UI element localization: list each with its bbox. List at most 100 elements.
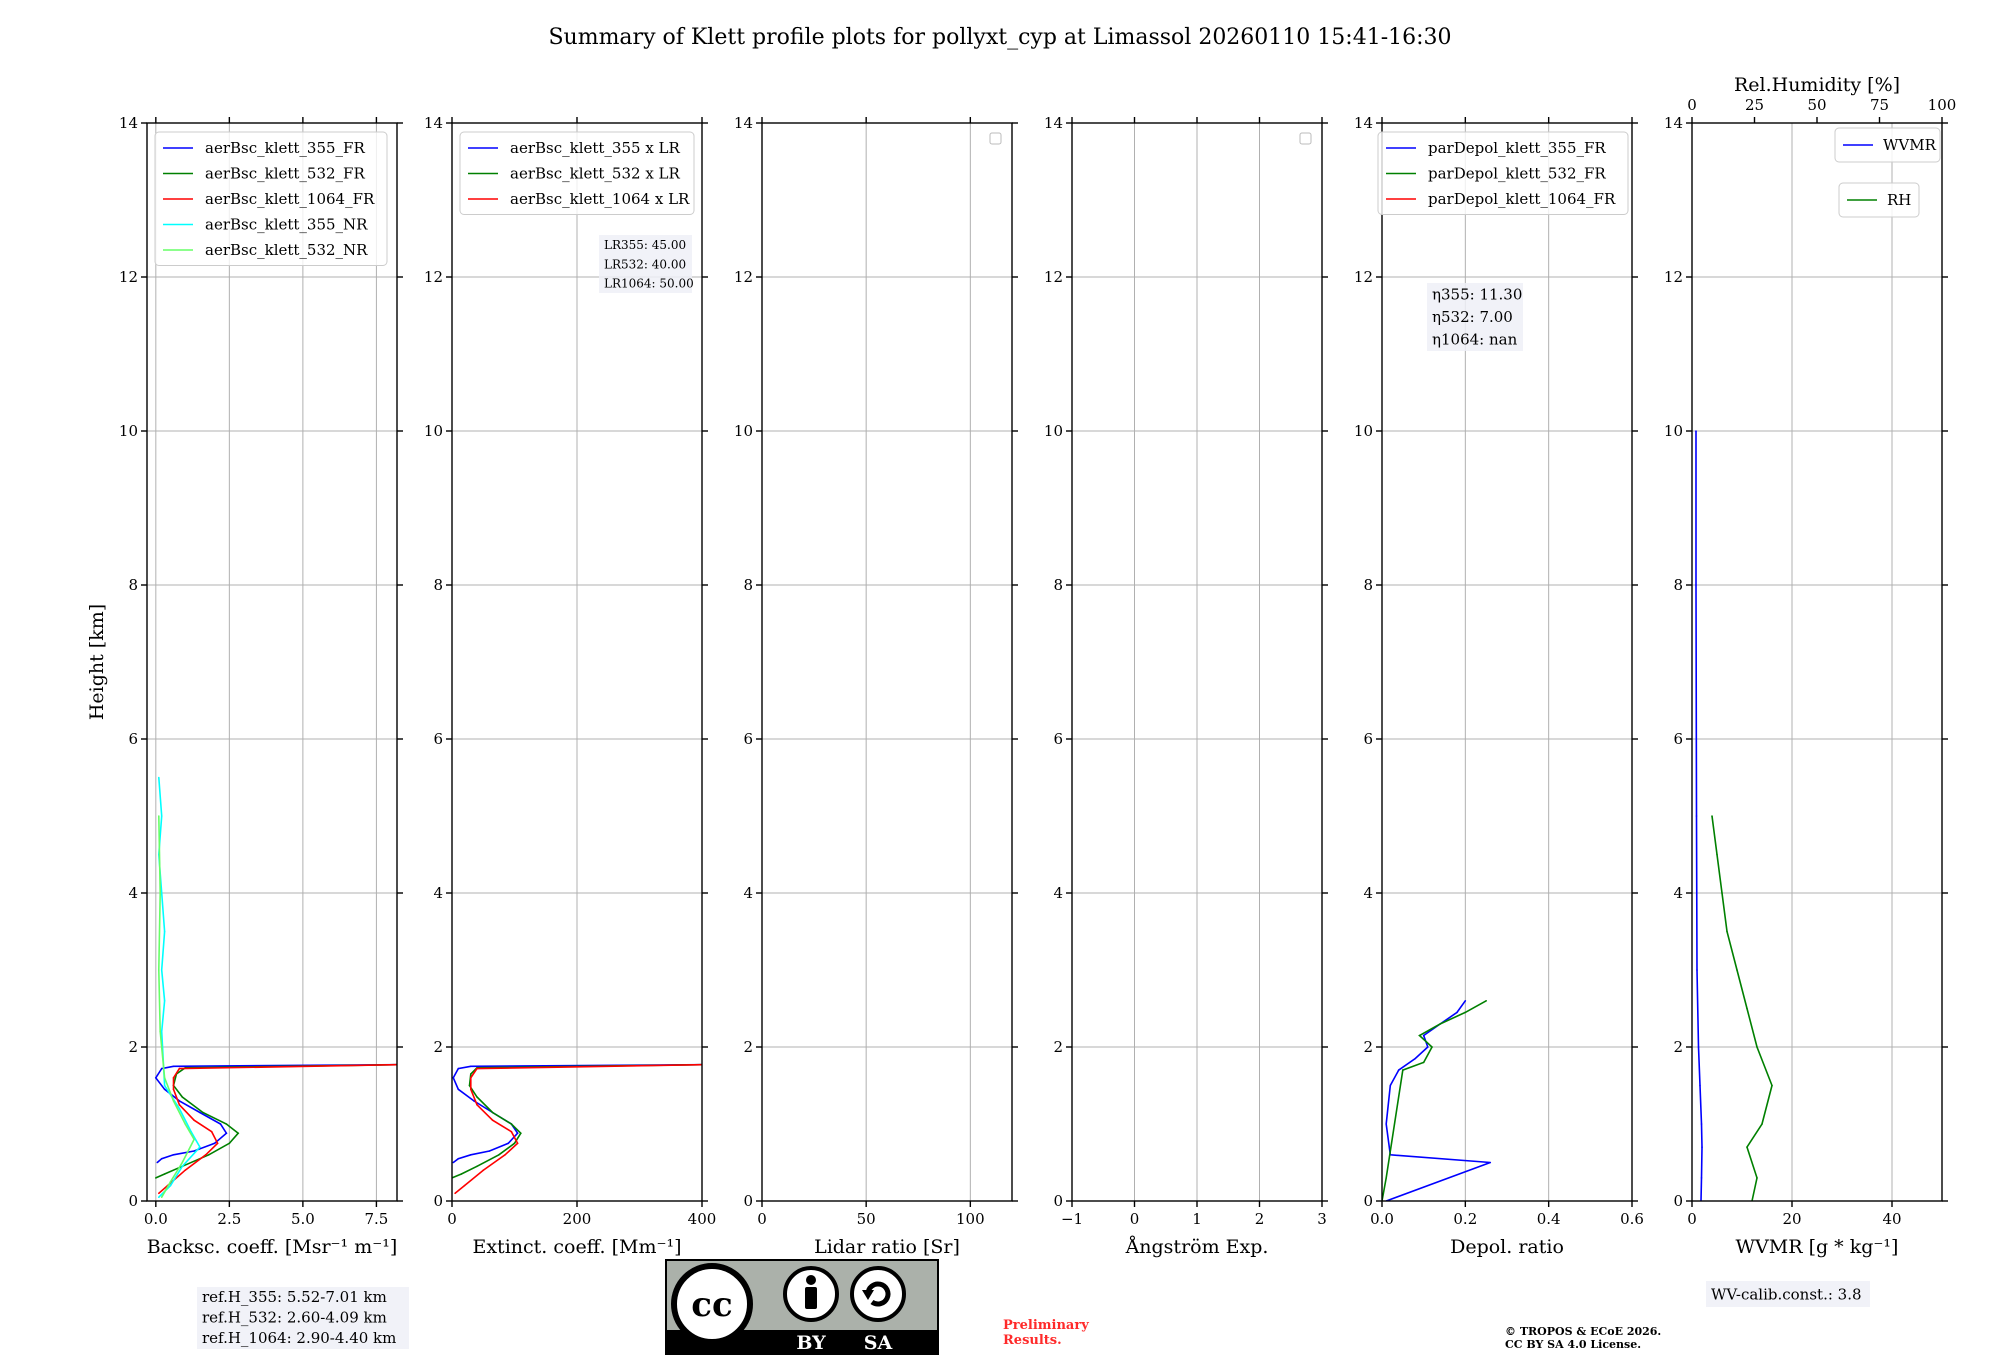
point-parDepol_klett_532_FR-7 bbox=[1464, 1011, 1467, 1014]
ytick-label-2: 2 bbox=[1053, 1038, 1063, 1056]
point-parDepol_klett_355_FR-4 bbox=[1389, 1084, 1392, 1087]
ytick-label-8: 8 bbox=[1053, 576, 1063, 594]
axes-frame bbox=[1381, 122, 1633, 1202]
legend-box-0 bbox=[1834, 127, 1941, 163]
ytick-label-14: 14 bbox=[734, 114, 753, 132]
ytick-label-10: 10 bbox=[424, 422, 443, 440]
annotation-box bbox=[1427, 283, 1523, 351]
point-WVMR-9 bbox=[1695, 430, 1697, 432]
annotation-box bbox=[599, 235, 692, 293]
legend-wv: WVMR RH bbox=[1834, 127, 1941, 218]
series-aerBsc_klett_1064 x LR bbox=[454, 1063, 702, 1194]
sa-share-arrowhead bbox=[862, 1290, 874, 1300]
ytick-label-12: 12 bbox=[424, 268, 443, 286]
point-aerBsc_klett_532_FR-7 bbox=[202, 1111, 204, 1114]
xtick-label-200: 200 bbox=[563, 1210, 592, 1228]
point-parDepol_klett_355_FR-1 bbox=[1489, 1161, 1492, 1164]
point-RH-3 bbox=[1761, 1123, 1763, 1125]
legend-label-2: aerBsc_klett_1064_FR bbox=[205, 190, 375, 208]
point-aerBsc_klett_1064_FR-6 bbox=[193, 1119, 195, 1121]
point-WVMR-4 bbox=[1699, 1084, 1701, 1087]
point-parDepol_klett_532_FR-1 bbox=[1385, 1177, 1387, 1179]
point-aerBsc_klett_355_FR-6 bbox=[219, 1123, 222, 1125]
point-aerBsc_klett_1064_FR-10 bbox=[178, 1067, 181, 1070]
point-aerBsc_klett_1064 x LR-1 bbox=[463, 1184, 466, 1187]
ytick-label-10: 10 bbox=[119, 422, 138, 440]
xtick-label-2: 2 bbox=[1255, 1210, 1265, 1228]
x-axis-label: Lidar ratio [Sr] bbox=[814, 1236, 960, 1258]
point-RH-9 bbox=[1721, 892, 1723, 894]
point-aerBsc_klett_355_NR-8 bbox=[163, 1000, 166, 1002]
point-aerBsc_klett_532_FR-6 bbox=[225, 1123, 228, 1125]
point-aerBsc_klett_355_FR-3 bbox=[193, 1150, 195, 1152]
point-aerBsc_klett_355_FR-2 bbox=[172, 1154, 175, 1156]
point-RH-1 bbox=[1756, 1177, 1758, 1179]
series-group bbox=[452, 1063, 702, 1195]
point-aerBsc_klett_532_FR-5 bbox=[237, 1132, 239, 1134]
legend-label-0: parDepol_klett_355_FR bbox=[1428, 139, 1606, 157]
point-RH-11 bbox=[1711, 815, 1713, 817]
x2tick-label-50: 50 bbox=[1807, 96, 1826, 114]
point-aerBsc_klett_355 x LR-4 bbox=[507, 1142, 510, 1145]
point-aerBsc_klett_532_NR-8 bbox=[158, 969, 160, 971]
legend-box bbox=[1377, 131, 1629, 215]
ytick-label-6: 6 bbox=[1673, 730, 1683, 748]
cc-logo-text: cc bbox=[691, 1285, 732, 1325]
point-aerBsc_klett_532_NR-2 bbox=[181, 1161, 184, 1164]
ytick-label-6: 6 bbox=[433, 730, 443, 748]
point-parDepol_klett_355_FR-3 bbox=[1385, 1123, 1387, 1125]
panel-bsc: 0 2 4 6 8 10 12 14 0.0 2.5 5.0 7.5 Backsc. coeff. [M… bbox=[86, 114, 409, 1349]
point-aerBsc_klett_532_FR-4 bbox=[228, 1142, 231, 1145]
xtick-label-0: 0.0 bbox=[1370, 1210, 1394, 1228]
ytick-label-4: 4 bbox=[1053, 884, 1063, 902]
x-axis-label: WVMR [g * kg⁻¹] bbox=[1736, 1236, 1899, 1258]
ytick-label-12: 12 bbox=[119, 268, 138, 286]
ytick-label-0: 0 bbox=[1363, 1192, 1373, 1210]
x-axis-label: Depol. ratio bbox=[1450, 1236, 1564, 1258]
point-parDepol_klett_355_FR-10 bbox=[1456, 1011, 1458, 1014]
point-aerBsc_klett_355 x LR-8 bbox=[473, 1100, 475, 1102]
point-aerBsc_klett_1064 x LR-5 bbox=[510, 1130, 513, 1133]
x2-axis-label: Rel.Humidity [%] bbox=[1734, 74, 1900, 96]
point-aerBsc_klett_532_NR-0 bbox=[160, 1196, 163, 1198]
point-aerBsc_klett_1064 x LR-8 bbox=[470, 1088, 472, 1091]
ytick-label-10: 10 bbox=[734, 422, 753, 440]
point-parDepol_klett_532_FR-3 bbox=[1422, 1061, 1425, 1064]
point-aerBsc_klett_1064 x LR-9 bbox=[470, 1077, 472, 1079]
xtick-label-0: 0.0 bbox=[144, 1210, 168, 1228]
xtick-label-0.4: 0.4 bbox=[1537, 1210, 1561, 1228]
annotation-bsc: ref.H_355: 5.52-7.01 km ref.H_532: 2.60-4… bbox=[197, 1287, 409, 1349]
point-parDepol_klett_532_FR-5 bbox=[1418, 1034, 1421, 1037]
ytick-label-8: 8 bbox=[1363, 576, 1373, 594]
point-aerBsc_klett_355 x LR-10 bbox=[452, 1077, 455, 1079]
point-aerBsc_klett_355_FR-5 bbox=[225, 1132, 228, 1134]
point-aerBsc_klett_355_FR-8 bbox=[178, 1100, 181, 1102]
point-aerBsc_klett_1064 x LR-4 bbox=[516, 1142, 519, 1145]
legend-box bbox=[459, 131, 695, 215]
point-aerBsc_klett_532 x LR-1 bbox=[460, 1173, 463, 1175]
legend-dep: parDepol_klett_355_FR parDepol_klett_532_… bbox=[1377, 131, 1629, 215]
point-aerBsc_klett_1064 x LR-3 bbox=[504, 1154, 506, 1156]
ytick-label-0: 0 bbox=[743, 1192, 753, 1210]
legend-bsc: aerBsc_klett_355_FR aerBsc_klett_532_FRae… bbox=[154, 131, 388, 266]
empty-legend-box bbox=[1299, 132, 1312, 145]
point-RH-2 bbox=[1746, 1146, 1748, 1148]
xtick-label-3: 3 bbox=[1317, 1210, 1327, 1228]
xtick-label-1: 1 bbox=[1192, 1210, 1202, 1228]
ytick-label-12: 12 bbox=[734, 268, 753, 286]
point-RH-4 bbox=[1771, 1084, 1773, 1087]
xtick-label-0: 0 bbox=[757, 1210, 767, 1228]
point-aerBsc_klett_355_NR-10 bbox=[163, 930, 166, 933]
series-aerBsc_klett_355_NR bbox=[157, 777, 201, 1198]
point-aerBsc_klett_1064_FR-8 bbox=[172, 1088, 175, 1091]
figure-title: Summary of Klett profile plots for polly… bbox=[548, 25, 1451, 50]
point-aerBsc_klett_532_NR-3 bbox=[193, 1138, 195, 1141]
x-axis-label: Ångström Exp. bbox=[1125, 1236, 1269, 1258]
point-aerBsc_klett_1064 x LR-7 bbox=[476, 1104, 478, 1106]
ytick-label-4: 4 bbox=[433, 884, 443, 902]
ytick-label-10: 10 bbox=[1664, 422, 1683, 440]
axes-frame bbox=[761, 122, 1013, 1202]
point-aerBsc_klett_355_NR-9 bbox=[160, 969, 163, 971]
